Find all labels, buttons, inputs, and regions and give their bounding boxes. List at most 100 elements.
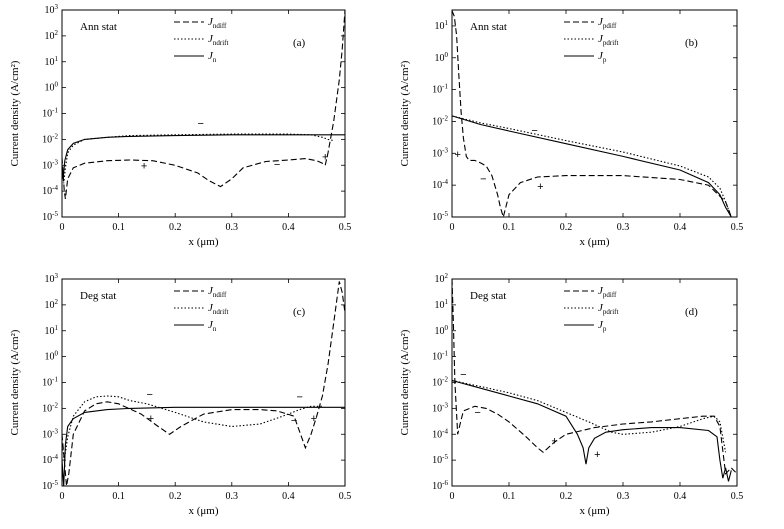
x-tick-label: 0.5 [339,222,352,233]
legend-entry: Jpdrift [598,33,618,47]
legend-entry: Jn [208,50,217,64]
y-axis-label: Current density (A/cm²) [9,60,21,166]
x-tick-label: 0.4 [674,491,687,502]
legend-entry: Jp [598,319,607,333]
x-tick-label: 0.4 [674,222,687,233]
y-tick-label: 10-2 [432,376,448,389]
series-ndrift [61,133,334,184]
x-axis-label: x (μm) [188,505,218,517]
sign-annotation: + [594,449,600,461]
x-tick-label: 0.5 [731,222,744,233]
sign-annotation: − [147,389,153,401]
y-tick-label: 101 [435,19,449,32]
series-n [61,134,345,179]
x-tick-label: 0.3 [226,491,239,502]
y-tick-label: 10-5 [42,210,58,223]
y-tick-label: 10-1 [432,83,448,96]
state-label: Ann stat [80,21,117,33]
sign-annotation: − [480,174,486,186]
x-tick-label: 0.1 [112,491,125,502]
y-tick-label: 103 [45,3,59,16]
panel-a: 0 0.1 0.2 0.3 0.4 0.5 10-5 10-4 10-3 10-2 10-1 100 1… [9,3,351,248]
x-tick-label: 0.1 [112,222,125,233]
x-tick-label: 0.4 [282,491,295,502]
plot-frame [451,9,738,218]
x-tick-label: 0.3 [226,222,239,233]
y-tick-label: 10-5 [42,479,58,492]
x-tick-label: 0 [450,491,455,502]
y-tick-label: 10-4 [42,453,58,466]
y-axis-label: Current density (A/cm²) [399,60,411,166]
x-tick-label: 0.4 [282,222,295,233]
y-axis-label: Current density (A/cm²) [399,329,411,435]
x-tick-label: 0.1 [503,491,516,502]
series-ndiff [61,281,346,487]
y-tick-label: 10-5 [432,210,448,223]
sign-annotation: + [311,413,317,425]
x-tick-label: 0.2 [169,222,182,233]
x-tick-label: 0.5 [731,491,744,502]
sign-annotation: + [148,413,154,425]
x-tick-label: 0.5 [339,491,352,502]
legend-entry: Jndiff [208,16,227,30]
x-tick-label: 0 [450,222,455,233]
sign-annotation: − [274,159,280,171]
legend-entry: Jpdiff [598,16,617,30]
y-tick-label: 10-2 [42,401,58,414]
y-tick-label: 100 [45,350,59,363]
legend-entry: Jn [208,319,217,333]
x-tick-label: 0.1 [503,222,516,233]
y-tick-label: 10-6 [432,479,448,492]
panel-label: (c) [293,306,306,318]
sign-annotation: + [537,181,543,193]
y-tick-label: 102 [45,298,59,311]
state-label: Ann stat [470,21,507,33]
y-tick-label: 10-1 [432,350,448,363]
series-pdrift [451,379,727,453]
x-axis-label: x (μm) [188,236,218,248]
x-tick-label: 0 [60,491,65,502]
sign-annotation: − [197,118,203,130]
y-tick-label: 100 [45,81,59,94]
y-tick-label: 10-2 [42,132,58,145]
series-ndiff [61,9,346,199]
legend-entry: Jndrift [208,33,228,47]
panel-label: (a) [293,37,306,49]
sign-annotation: + [141,160,147,172]
y-tick-label: 10-1 [42,376,58,389]
sign-annotation: + [454,149,460,161]
y-tick-label: 10-3 [432,401,448,414]
sign-annotation: − [291,415,297,427]
panel-label: (b) [685,37,698,49]
legend-entry: Jndiff [208,285,227,299]
y-tick-label: 101 [435,298,449,311]
series-pdrift [451,115,732,218]
y-tick-label: 10-2 [432,114,448,127]
legend-entry: Jpdrift [598,302,618,316]
legend-entry: Jndrift [208,302,228,316]
panel-c: 0 0.1 0.2 0.3 0.4 0.5 10-5 10-4 10-3 10-2 10-1 100 1… [9,272,351,517]
series-ndrift [61,395,323,461]
series-pdiff [451,10,732,220]
y-tick-label: 10-4 [42,184,58,197]
y-tick-label: 10-4 [432,427,448,440]
sign-annotation: + [551,436,557,448]
y-tick-label: 10-1 [42,107,58,120]
sign-annotation: − [297,392,303,404]
x-tick-label: 0 [60,222,65,233]
legend-entry: Jp [598,50,607,64]
state-label: Deg stat [80,290,116,302]
y-tick-label: 102 [435,272,449,285]
x-tick-label: 0.2 [560,222,573,233]
x-axis-label: x (μm) [579,505,609,517]
y-tick-label: 10-3 [42,158,58,171]
state-label: Deg stat [470,290,506,302]
y-tick-label: 100 [435,324,449,337]
y-tick-label: 10-3 [432,146,448,159]
legend-entry: Jpdiff [598,285,617,299]
y-tick-label: 102 [45,29,59,42]
series-p [451,379,732,482]
y-axis-label: Current density (A/cm²) [9,329,21,435]
sign-annotation: + [322,152,328,164]
